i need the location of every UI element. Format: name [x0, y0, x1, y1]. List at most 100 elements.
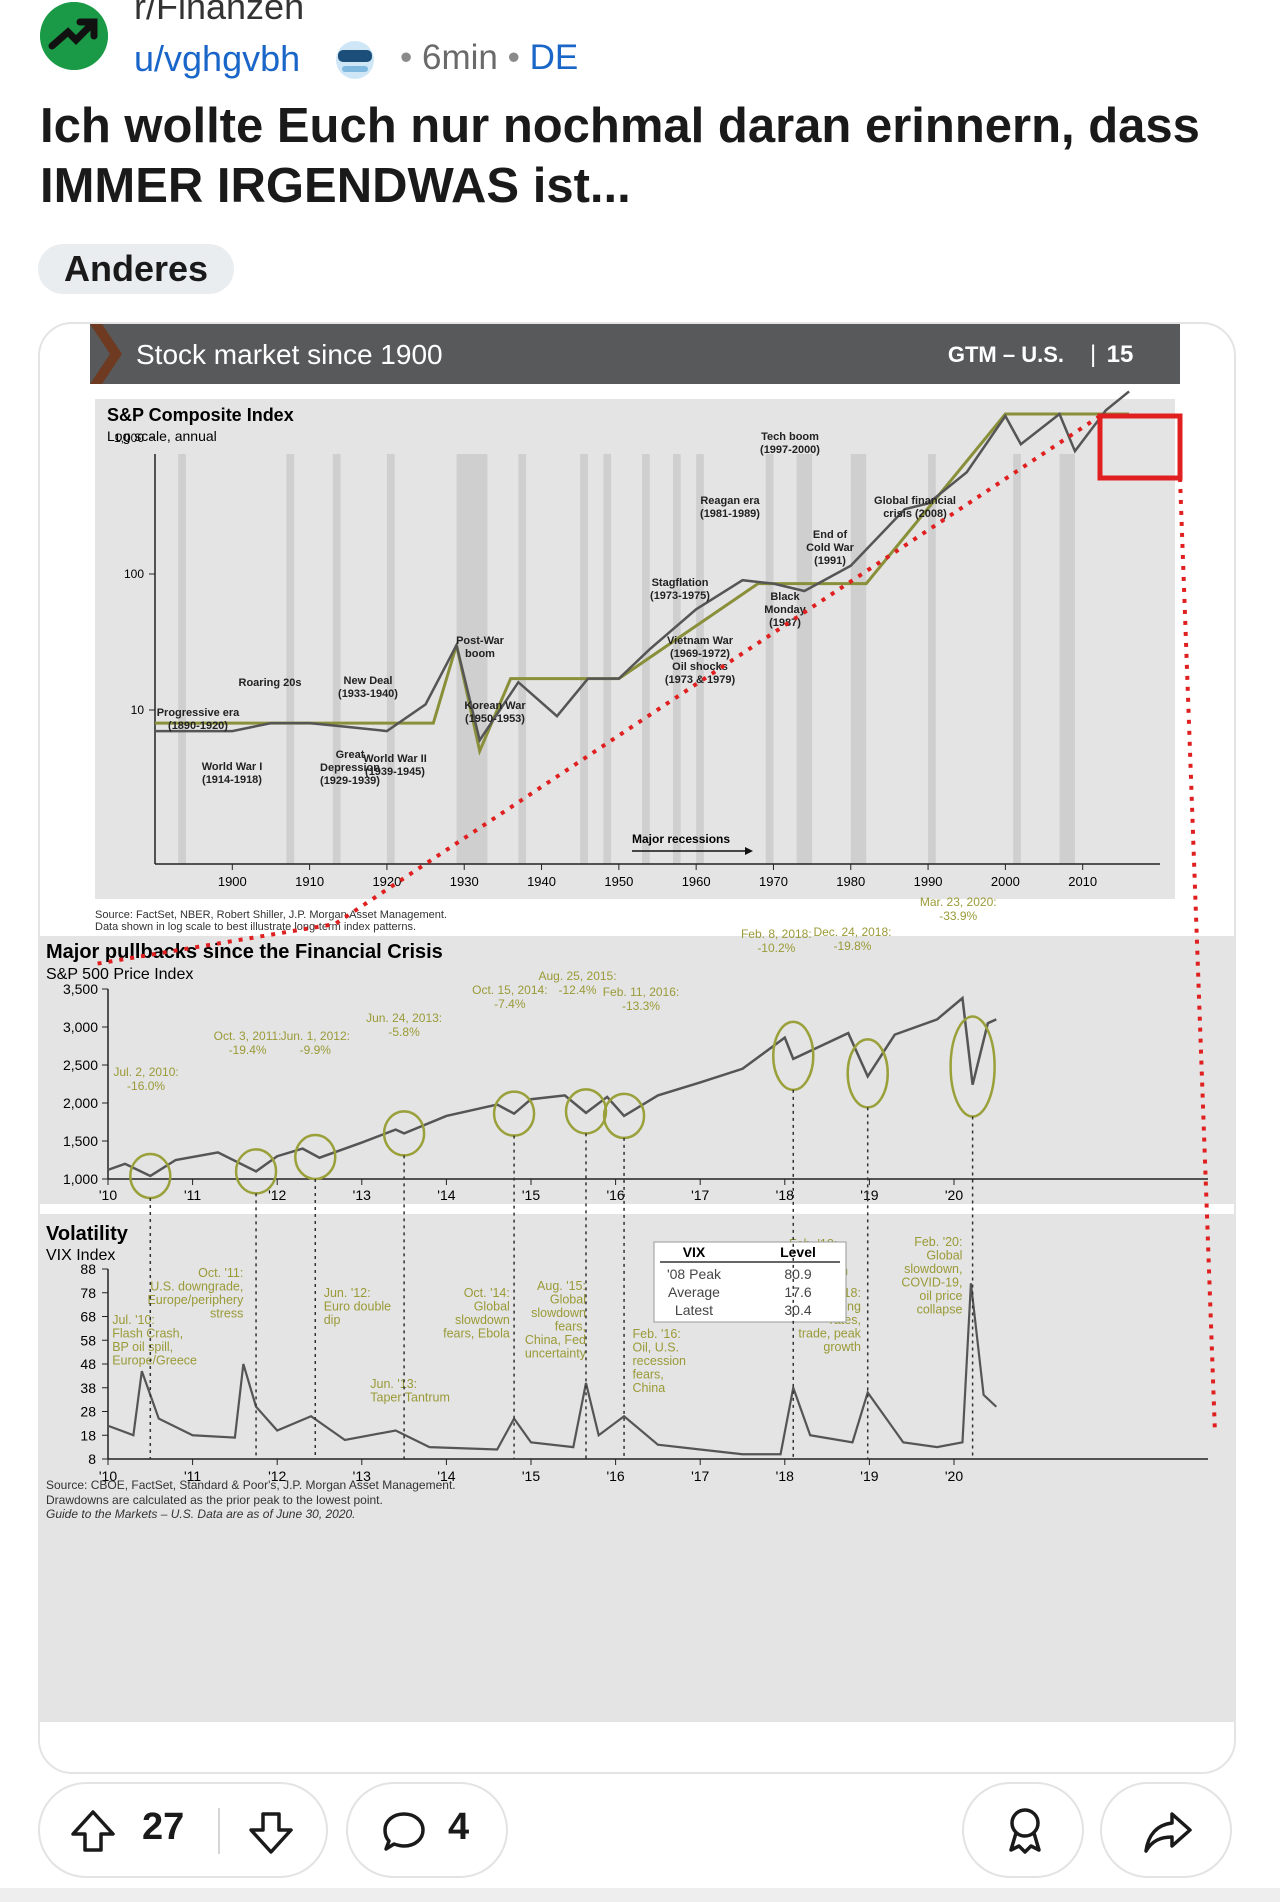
chart1-x-tick: 2000 [991, 874, 1020, 889]
award-button[interactable] [962, 1782, 1084, 1878]
vix-table-header: Level [780, 1244, 816, 1260]
post-language[interactable]: DE [529, 38, 579, 77]
post-age: 6min [422, 38, 498, 77]
chart3-x-tick: '19 [860, 1468, 878, 1484]
chart3-note2: Guide to the Markets – U.S. Data are as … [46, 1507, 356, 1521]
comment-icon [383, 1812, 425, 1851]
post-title[interactable]: Ich wollte Euch nur nochmal daran erinne… [40, 99, 1200, 213]
chart2-x-tick: '13 [353, 1187, 371, 1203]
chart1-x-tick: 2010 [1068, 874, 1097, 889]
chart1-annotation: Roaring 20s [239, 677, 302, 689]
chart1-annotation: Black Monday (1987) [764, 591, 806, 629]
vix-table: VIX Level '08 Peak 80.9 Average 17.6 Latest 30.… [653, 1241, 847, 1323]
subreddit-name[interactable]: r/Finanzen [134, 0, 305, 27]
bottom-bar [0, 1888, 1280, 1902]
chart3-x-tick: '13 [353, 1468, 371, 1484]
chart2-y-tick: 2,500 [63, 1057, 98, 1073]
chart3-x-tick: '10 [99, 1468, 117, 1484]
chart3-y-tick: 18 [80, 1427, 96, 1443]
chart1-y-tick: 1,000 [114, 431, 144, 445]
vix-table-value: 17.6 [784, 1284, 811, 1300]
chart2-series-line [107, 995, 997, 1178]
chart3-y-tick: 28 [80, 1404, 96, 1420]
action-bar: 27 4 [0, 1782, 1280, 1882]
post-flair[interactable]: Anderes [38, 244, 235, 294]
chart2-x-tick: '18 [776, 1187, 794, 1203]
chart2-x-tick: '14 [437, 1187, 455, 1203]
chart1-x-tick: 1960 [682, 874, 711, 889]
chart1-x-tick: 1930 [450, 874, 479, 889]
chart3-y-tick: 58 [80, 1332, 96, 1348]
chart2-panel [40, 936, 1234, 1204]
highlight-box [1097, 413, 1183, 481]
comments-button[interactable]: 4 [346, 1782, 508, 1878]
chart1-y-tick: 100 [124, 567, 144, 581]
chart3-x-tick: '12 [268, 1468, 286, 1484]
pullback-label: Oct. 3, 2011: -19.4% [214, 1029, 282, 1057]
chart1-legend: Major recessions [632, 832, 730, 846]
chart1-annotation: Stagflation (1973-1975) [650, 577, 710, 602]
chart3-y-tick: 78 [80, 1285, 96, 1301]
slide-divider: | [1090, 341, 1096, 368]
chart3-note1: Drawdowns are calculated as the prior pe… [46, 1493, 383, 1507]
chart1-source: Source: FactSet, NBER, Robert Shiller, J… [95, 909, 447, 921]
chart3-x-tick: '16 [606, 1468, 624, 1484]
vote-divider [218, 1808, 220, 1854]
chart1-x-tick: 1910 [295, 874, 324, 889]
pullback-label: Aug. 25, 2015: -12.4% [538, 969, 616, 997]
upvote-icon[interactable] [68, 1806, 118, 1856]
chart2-y-tick: 2,000 [63, 1095, 98, 1111]
chart1-title: S&P Composite Index [107, 405, 294, 425]
post-header: r/Finanzen u/vghgvbh • 6min • DE [0, 0, 1280, 110]
share-button[interactable] [1100, 1782, 1232, 1878]
downvote-icon[interactable] [246, 1808, 296, 1858]
chart3-source: Source: CBOE, FactSet, Standard & Poor's… [46, 1478, 456, 1492]
chart3-x-tick: '18 [776, 1468, 794, 1484]
pullback-circle [129, 1152, 172, 1200]
chart1-annotation: End of Cold War (1991) [806, 529, 855, 567]
slide-title-bar [90, 324, 1180, 384]
vix-table-label: Latest [675, 1302, 713, 1318]
chart3-x-tick: '11 [184, 1468, 201, 1484]
chart1-annotation: Korean War (1950-1953) [464, 700, 526, 725]
post-image[interactable]: Stock market since 1900 GTM – U.S. | 15 … [38, 322, 1236, 1774]
chart3-x-tick: '17 [691, 1468, 709, 1484]
chart1-x-tick: 1940 [527, 874, 556, 889]
recession-band [178, 454, 186, 864]
recession-band [696, 454, 704, 864]
vix-annotation: Aug. '15: Global slowdown fears, China, Fed u… [525, 1279, 587, 1361]
comment-count: 4 [448, 1806, 470, 1848]
recession-band [580, 454, 588, 864]
subreddit-avatar[interactable] [40, 2, 108, 70]
chart1-annotation: Tech boom (1997-2000) [760, 431, 820, 456]
vix-annotation: Jul. '10: Flash Crash, BP oil spill, Europe… [112, 1313, 197, 1368]
chart1-x-tick: 1920 [372, 874, 401, 889]
author-name[interactable]: u/vghgvbh [134, 38, 301, 79]
recession-band [386, 454, 395, 864]
chart1-x-tick: 1990 [914, 874, 943, 889]
chart1-subtitle: Log scale, annual [107, 428, 217, 444]
recession-band [286, 454, 295, 864]
recession-band [1013, 454, 1021, 864]
chart1-annotation: Progressive era (1890-1920) [157, 707, 240, 732]
post-meta: • 6min • DE [400, 38, 579, 77]
vix-annotation: Jun. '12: Euro double dip [324, 1286, 391, 1327]
chart2-y-tick: 3,500 [63, 981, 98, 997]
chart3-x-tick: '15 [522, 1468, 540, 1484]
vix-annotation: Oct. '11: U.S. downgrade, Europe/periphery… [147, 1266, 244, 1321]
chart2-x-tick: '15 [522, 1187, 540, 1203]
recession-band [456, 454, 488, 864]
chart1-x-tick: 1900 [218, 874, 247, 889]
chart1-panel [95, 399, 1175, 899]
slide-title: Stock market since 1900 [136, 339, 443, 370]
highlight-line-left [94, 414, 1102, 966]
vix-annotation: Oct. '14: Global slowdown fears, Ebola [443, 1286, 510, 1341]
chart2-x-tick: '12 [268, 1187, 286, 1203]
pullback-label: Feb. 8, 2018: -10.2% [741, 927, 812, 955]
vix-table-label: '08 Peak [667, 1266, 722, 1282]
recession-band [928, 454, 936, 864]
pullback-label: Feb. 11, 2016: -13.3% [603, 985, 680, 1013]
chart2-x-tick: '19 [860, 1187, 878, 1203]
user-flair-icon [336, 41, 374, 79]
chart1-annotation: Reagan era (1981-1989) [700, 495, 761, 520]
